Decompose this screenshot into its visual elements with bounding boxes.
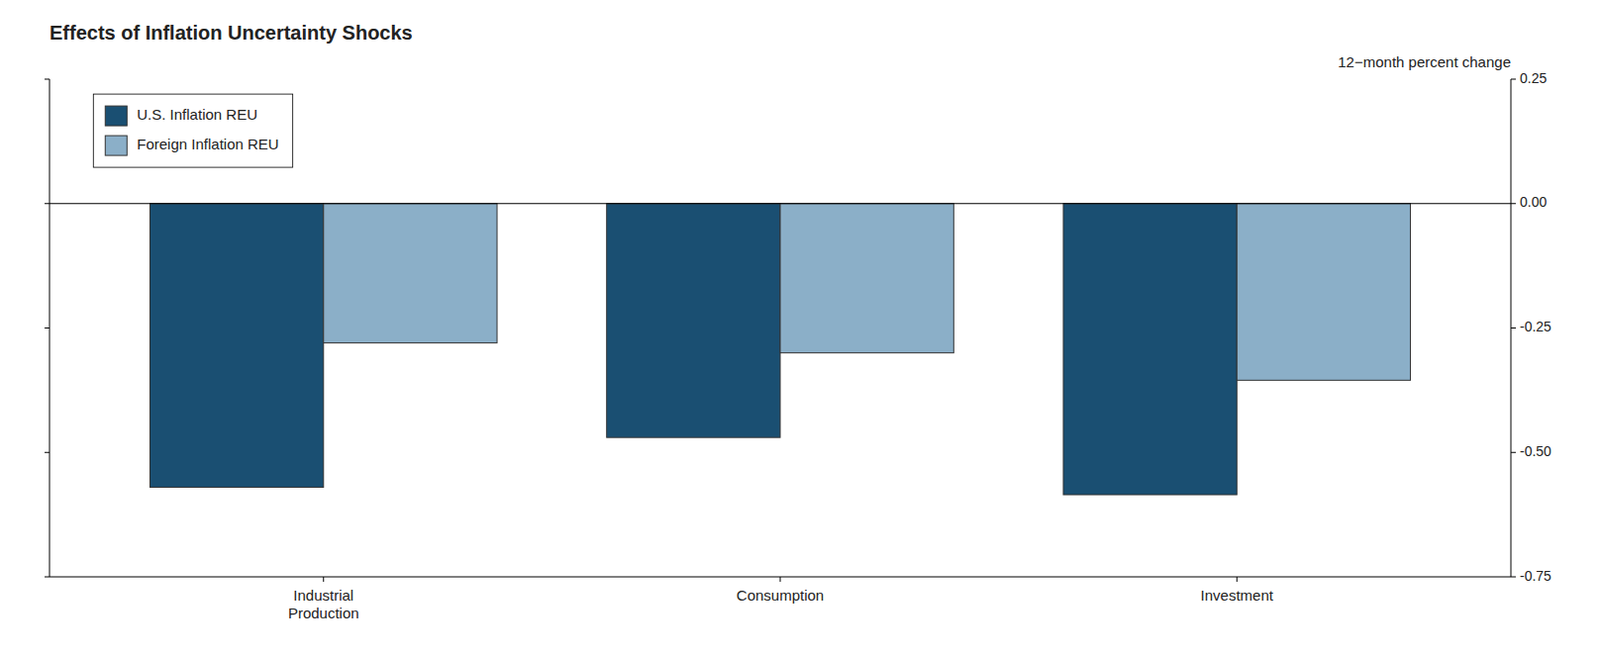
y-tick-left xyxy=(44,327,50,329)
y-tick-label: 0.25 xyxy=(1519,70,1547,87)
legend-label: Foreign Inflation REU xyxy=(136,135,279,153)
y-tick xyxy=(1510,202,1516,204)
legend-frame xyxy=(93,94,293,168)
y-tick xyxy=(1510,577,1516,579)
y-axis-label: 12−month percent change xyxy=(1337,53,1511,71)
bar xyxy=(1236,203,1410,382)
y-tick-label: -0.25 xyxy=(1519,318,1552,335)
x-tick-label: IndustrialProduction xyxy=(288,587,360,622)
y-tick-left xyxy=(44,79,50,81)
legend-label: U.S. Inflation REU xyxy=(136,105,258,123)
y-tick-left xyxy=(44,452,50,454)
x-tick-label: Investment xyxy=(1200,587,1275,604)
y-tick-label: -0.75 xyxy=(1519,568,1552,585)
x-tick xyxy=(322,577,324,583)
x-tick-label: Consumption xyxy=(736,587,824,604)
y-tick-left xyxy=(44,577,50,579)
y-tick xyxy=(1510,327,1516,329)
bar xyxy=(323,203,498,344)
y-tick xyxy=(1510,79,1516,81)
bar xyxy=(1063,203,1237,496)
y-tick xyxy=(1510,452,1516,454)
bar xyxy=(149,203,323,489)
legend-swatch xyxy=(104,135,127,156)
x-tick xyxy=(1236,577,1238,583)
title: Effects of Inflation Uncertainty Shocks xyxy=(49,21,413,44)
y-tick-left xyxy=(44,202,50,204)
chart-svg: Effects of Inflation Uncertainty Shocks 1… xyxy=(0,0,1600,656)
bar xyxy=(606,203,781,438)
bar xyxy=(780,203,954,354)
x-tick xyxy=(780,577,782,583)
legend-swatch xyxy=(104,105,127,126)
bars xyxy=(149,203,1410,496)
zero-line xyxy=(49,202,1511,204)
chart-container: Effects of Inflation Uncertainty Shocks 1… xyxy=(0,0,1600,656)
legend: U.S. Inflation REU Foreign Inflation REU xyxy=(93,94,293,168)
y-tick-label: 0.00 xyxy=(1519,194,1547,210)
y-tick-label: -0.50 xyxy=(1519,443,1552,460)
